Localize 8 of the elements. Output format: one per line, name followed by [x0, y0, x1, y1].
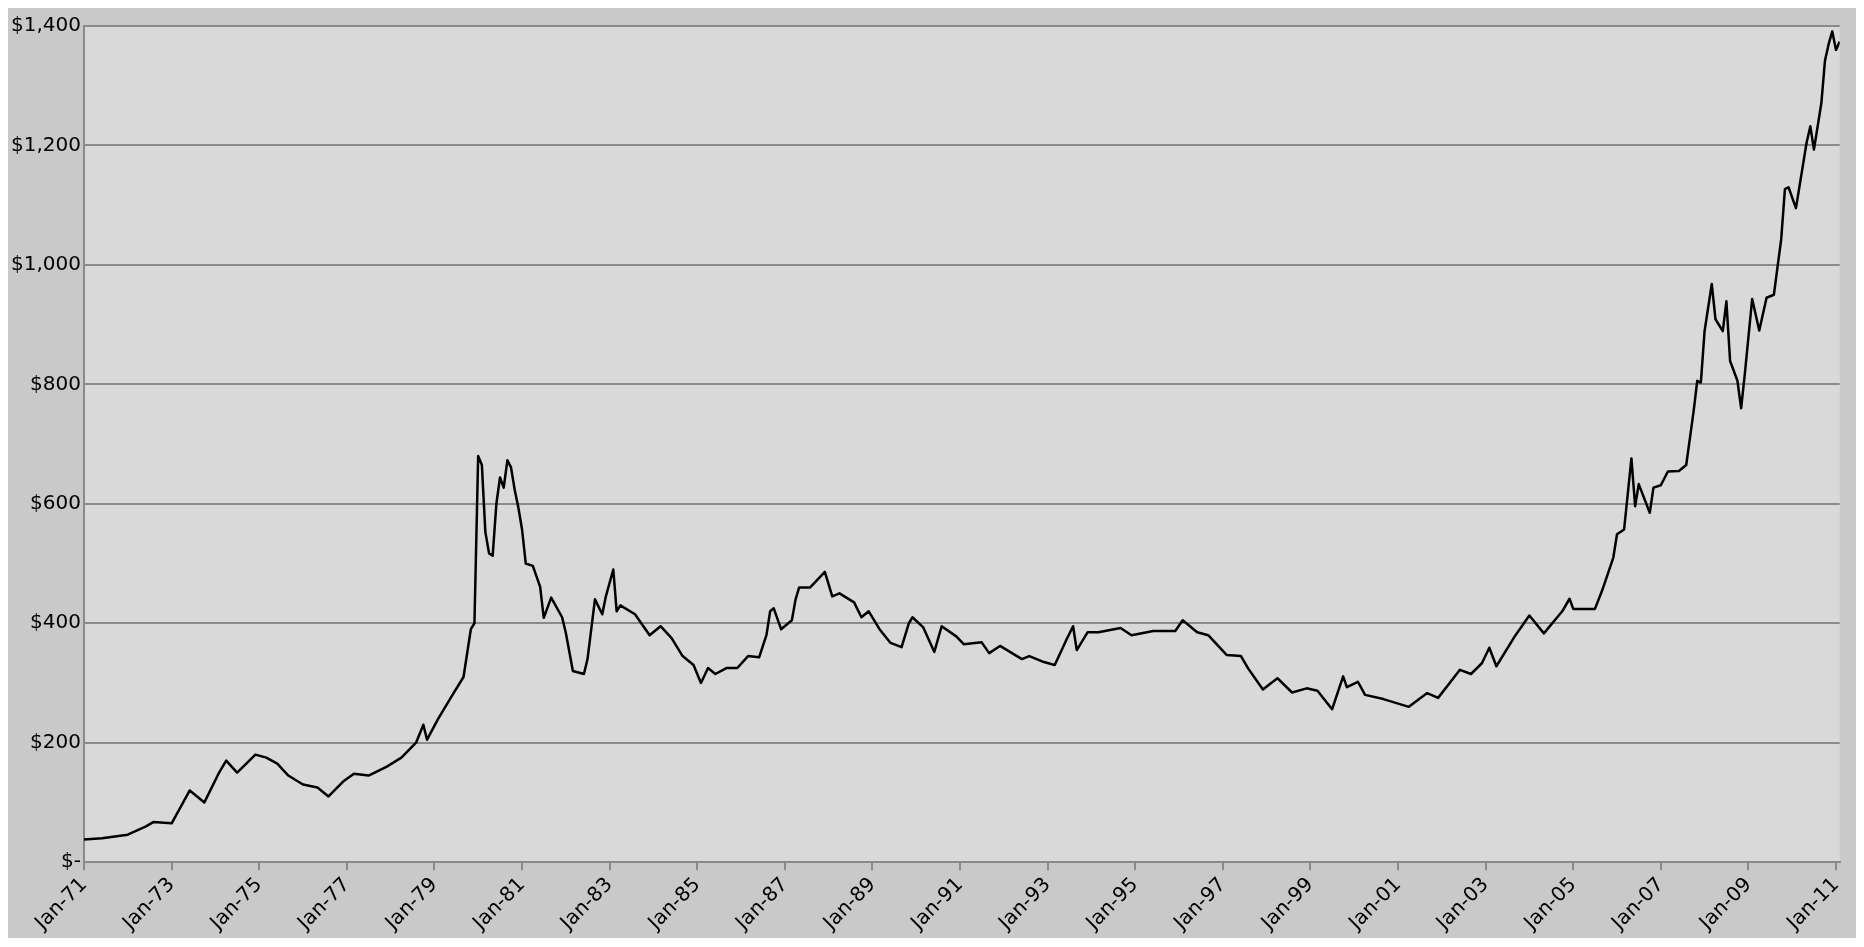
y-tick-label: $400	[30, 609, 81, 634]
y-tick-label: $800	[30, 370, 81, 395]
y-tick-label: $1,400	[11, 12, 81, 37]
y-tick-label: $-	[61, 848, 81, 873]
y-tick-label: $1,000	[11, 251, 81, 276]
y-tick-label: $600	[30, 489, 81, 514]
y-tick-label: $200	[30, 728, 81, 753]
y-tick-label: $1,200	[11, 131, 81, 156]
